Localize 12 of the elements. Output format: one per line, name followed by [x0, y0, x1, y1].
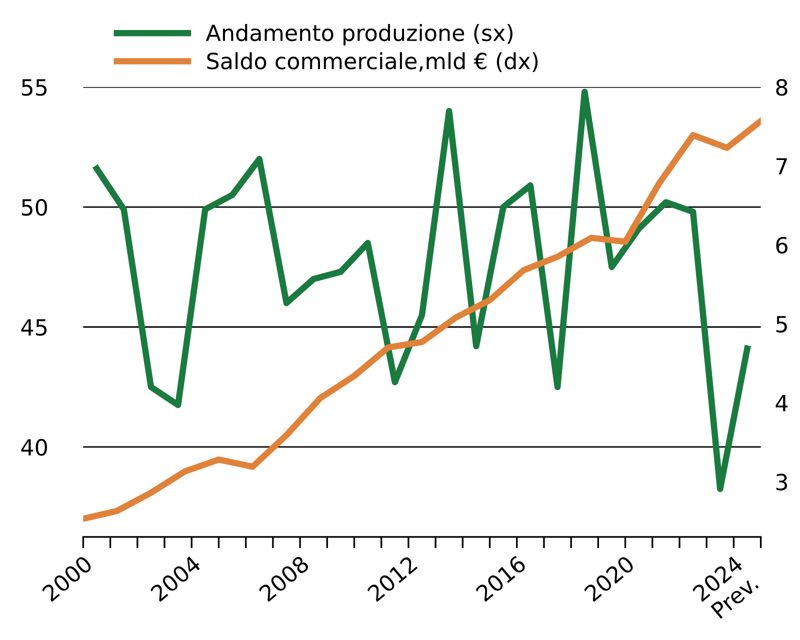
y2-tick-label: 4: [776, 395, 788, 412]
y-tick-label: 55: [22, 79, 47, 96]
y2-tick-label: 7: [776, 158, 787, 174]
legend-label: Saldo commerciale,mld € (dx): [207, 52, 538, 72]
y2-tick-label: 8: [776, 78, 788, 96]
y-tick-label: 45: [21, 319, 47, 336]
legend-label: Andamento produzione (sx): [206, 24, 512, 46]
y-tick-label: 50: [22, 198, 47, 216]
y2-tick-label: 6: [776, 236, 788, 254]
y2-tick-label: 3: [776, 474, 788, 490]
y2-tick-label: 5: [776, 316, 787, 333]
y-tick-label: 40: [21, 438, 47, 456]
